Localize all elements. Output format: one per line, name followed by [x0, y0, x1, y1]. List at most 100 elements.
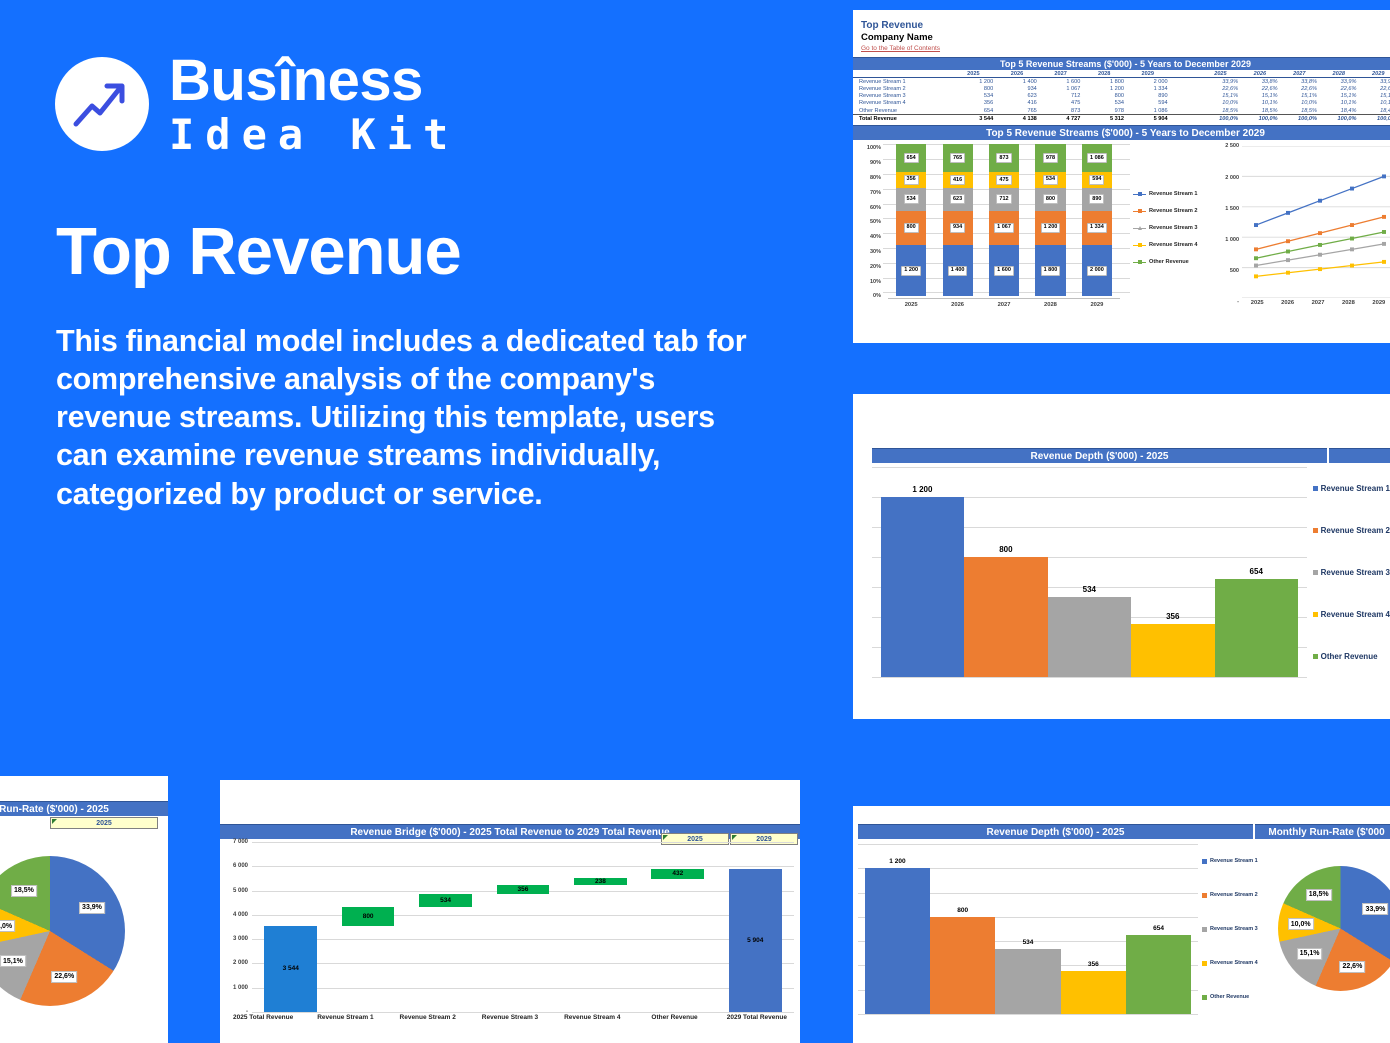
- depth-bar-column: 800: [964, 467, 1048, 677]
- pie-slice-label: 18,5%: [1305, 888, 1332, 901]
- depth-legend-item: Revenue Stream 4: [1202, 960, 1258, 966]
- bridge-bar-value: 238: [594, 877, 606, 885]
- table-header-year-pct: 2029: [1358, 70, 1390, 79]
- legend-marker: [1137, 259, 1142, 264]
- depth-legend-item: Revenue Stream 3: [1312, 568, 1390, 577]
- depth-bar: [864, 868, 931, 1014]
- row-label: Revenue Stream 4: [859, 100, 906, 107]
- line-y-tick: 2 000: [1225, 174, 1239, 181]
- legend-line-swatch: [1133, 225, 1146, 230]
- bridge-bar-value: 432: [672, 870, 684, 878]
- company-name: Company Name: [861, 32, 933, 43]
- depth-legend-swatch: [1312, 569, 1318, 575]
- depth-legend-swatch: [1202, 926, 1207, 932]
- revenue-depth-title-small: Revenue Depth ($'000) - 2025: [858, 824, 1253, 839]
- legend-line-swatch: [1133, 191, 1146, 196]
- stacked-bar-segment: 890: [1081, 187, 1112, 211]
- depth-legend-swatch: [1312, 653, 1318, 659]
- line-data-point: [1254, 274, 1258, 279]
- row-pct: 15,1%: [1222, 93, 1239, 100]
- row-pct: 15,1%: [1340, 93, 1357, 100]
- stacked-bar-segment: 934: [942, 210, 973, 245]
- row-gap: [1170, 85, 1201, 92]
- bridge-x-axis: 2025 Total Revenue Revenue Stream 1 Revenu…: [222, 1014, 798, 1021]
- run-rate-pie-left: 33,9% 22,6% 15,1% 10,0% 18,5%: [0, 856, 125, 1006]
- table-header-year: 2025: [951, 70, 996, 79]
- line-x-tick: 2029: [1372, 300, 1386, 307]
- bridge-y-tick: 4 000: [232, 911, 248, 918]
- pie-slice-label: 18,5%: [10, 884, 37, 897]
- gridline: [858, 892, 1198, 894]
- row-value: 873: [1038, 106, 1083, 116]
- row-value: 416: [1027, 100, 1037, 107]
- table-row: Revenue Stream 1 1 200 1 400 1 600 1 800 2 00…: [853, 78, 1390, 86]
- total-value: 5 904: [1125, 114, 1170, 123]
- bridge-column: 3 544: [252, 842, 329, 1012]
- table-of-contents-link[interactable]: Go to the Table of Contents: [861, 45, 941, 52]
- gridline: [858, 1014, 1198, 1015]
- stacked-y-tick: 50%: [869, 219, 881, 226]
- bridge-y-tick: 7 000: [232, 839, 248, 845]
- depth-legend-item: Revenue Stream 1: [1312, 484, 1390, 493]
- stacked-bar-value: 765: [949, 153, 966, 164]
- stacked-y-axis: 100% 90% 80% 70% 60% 50% 40% 30% 20% 10% 0%: [857, 144, 883, 312]
- stacked-bar-segment: 873: [988, 144, 1020, 173]
- stacked-bar-value: 475: [996, 175, 1012, 186]
- stacked-bar-column: 654 356 534 800 1 200: [896, 144, 927, 297]
- line-x-tick: 2026: [1281, 300, 1295, 307]
- stacked-bar-segment: 1 086: [1081, 144, 1112, 173]
- depth-bar-column: 534: [1047, 467, 1132, 677]
- stacked-bar-segment: 712: [988, 187, 1020, 211]
- pie-slice-label: 22,6%: [51, 970, 78, 983]
- row-pct: 33,9%: [1222, 78, 1239, 85]
- legend-marker: [1137, 208, 1142, 213]
- bridge-column: 5 904: [717, 842, 794, 1012]
- bridge-y-tick: 3 000: [232, 936, 248, 943]
- depth-bar: [1047, 596, 1132, 677]
- table-header-blank: [853, 70, 952, 79]
- row-pct: 10,1%: [1340, 100, 1357, 107]
- bridge-column: 238: [562, 842, 639, 1012]
- table-header-year: 2028: [1082, 70, 1126, 79]
- row-pct: 10,1%: [1261, 100, 1278, 107]
- pie-slice-label: 15,1%: [0, 955, 26, 968]
- gridline: [858, 868, 1198, 870]
- total-gap: [1169, 114, 1201, 123]
- stacked-bar-value: 2 000: [1087, 265, 1107, 276]
- line-data-point: [1254, 256, 1258, 261]
- line-y-tick: -: [1237, 299, 1239, 306]
- run-rate-pie-right: 33,9% 22,6% 15,1% 10,0% 18,5%: [1278, 866, 1390, 991]
- depth-legend-swatch: [1202, 892, 1207, 898]
- stacked-bar-value: 654: [903, 153, 919, 164]
- stacked-bar-value: 1 334: [1087, 222, 1107, 233]
- row-value: 475: [1071, 100, 1081, 107]
- total-pct: 100,0%: [1279, 114, 1320, 123]
- row-value: 2 000: [1153, 78, 1168, 85]
- stacked-x-tick: 2025: [904, 302, 918, 309]
- bridge-bar-value: 356: [517, 885, 529, 893]
- stacked-y-tick: 30%: [869, 248, 881, 255]
- table-total-row: Total Revenue 3 544 4 138 4 727 5 312 5 904 10…: [853, 114, 1390, 123]
- total-value: 4 727: [1038, 114, 1083, 123]
- line-chart: 2 500 2 000 1 500 1 000 500- 2025 2026 2027 202…: [1216, 143, 1390, 312]
- stacked-bar-value: 534: [1042, 174, 1059, 185]
- legend-marker: [1137, 242, 1142, 247]
- depth-legend-label: Revenue Stream 3: [1210, 926, 1258, 932]
- row-gap: [1170, 107, 1201, 115]
- year-selector-left[interactable]: 2025: [50, 817, 158, 829]
- depth-bar-column: 534: [995, 844, 1061, 1014]
- line-data-point: [1350, 263, 1354, 268]
- stacked-y-tick: 60%: [869, 204, 881, 211]
- row-pct: 22,6%: [1380, 85, 1390, 92]
- depth-bar-value: 800: [957, 906, 969, 914]
- gridline: [252, 866, 794, 868]
- bridge-column: 356: [484, 842, 561, 1012]
- bridge-column: 432: [639, 842, 716, 1012]
- legend-item: Revenue Stream 4: [1133, 242, 1216, 248]
- depth-legend-item: Revenue Stream 1: [1202, 858, 1258, 864]
- row-label: Revenue Stream 3: [859, 93, 906, 100]
- stacked-bar-segment: 534: [1035, 172, 1066, 188]
- gridline: [858, 941, 1198, 943]
- depth-bar-column: 356: [1131, 467, 1215, 677]
- stacked-bar-value: 623: [949, 194, 966, 205]
